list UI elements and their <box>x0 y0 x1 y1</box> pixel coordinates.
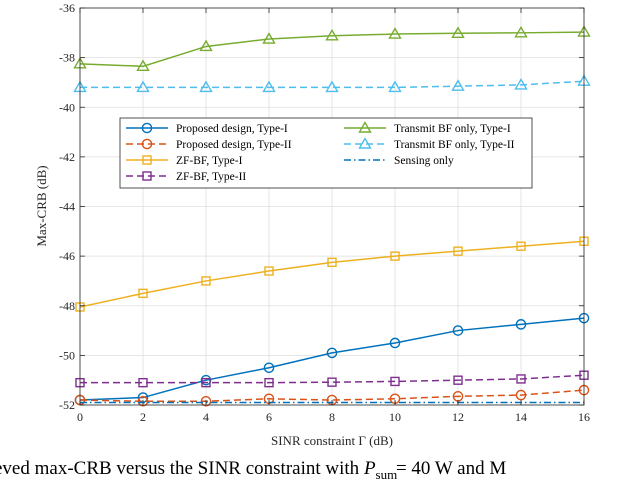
series-3 <box>75 236 589 312</box>
data-point <box>514 25 528 38</box>
legend-entry: Proposed design, Type-II <box>126 138 292 151</box>
data-point <box>262 80 276 93</box>
data-point <box>389 337 401 349</box>
data-point <box>515 389 527 401</box>
data-point <box>201 377 211 388</box>
y-tick-label: -44 <box>59 200 75 214</box>
data-point <box>516 241 526 251</box>
data-point <box>325 80 339 93</box>
data-point <box>262 32 276 44</box>
figure-caption: eved max-CRB versus the SINR constraint … <box>0 458 626 484</box>
data-point <box>199 80 213 93</box>
y-tick-label: -42 <box>59 150 75 164</box>
axis-ticks: 0 2 4 6 8 10 12 14 16 -36 -38 -40 -42 -44 -46 -48 -50 -52 <box>59 1 590 424</box>
caption-math-p: P <box>363 458 376 479</box>
series-line <box>79 389 585 403</box>
max-crb-chart: 0 2 4 6 8 10 12 14 16 -36 -38 -40 -42 -44 -46 -48 -50 -52… <box>34 1 591 448</box>
y-tick-label: -48 <box>59 299 75 313</box>
data-point <box>327 257 337 268</box>
legend-swatch-marker <box>358 137 372 149</box>
legend-box <box>119 117 533 189</box>
data-point <box>515 319 527 330</box>
legend-swatch-marker <box>142 171 152 181</box>
legend-swatch-marker <box>358 121 372 133</box>
legend-label: Sensing only <box>394 155 454 167</box>
legend-label: ZF-BF, Type-II <box>176 171 246 183</box>
data-point <box>451 26 465 39</box>
x-tick-label: 14 <box>515 410 527 424</box>
data-point <box>453 375 463 385</box>
data-point <box>264 266 274 276</box>
x-axis-label: SINR constraint Γ (dB) <box>271 433 393 448</box>
data-point <box>327 377 337 387</box>
data-point <box>390 251 400 261</box>
legend-entry: Transmit BF only, Type-I <box>344 121 511 135</box>
x-tick-label: 6 <box>266 410 272 424</box>
legend: Proposed design, Type-I Proposed design, … <box>119 117 533 189</box>
series-line <box>79 31 585 68</box>
series-line <box>80 80 585 89</box>
data-point <box>326 347 338 359</box>
series-line <box>80 374 585 384</box>
x-tick-label: 4 <box>203 410 209 424</box>
legend-entry: Transmit BF only, Type-II <box>344 137 515 151</box>
data-point <box>514 78 528 90</box>
data-point <box>263 362 275 374</box>
data-point <box>452 325 464 336</box>
series-5 <box>73 25 591 72</box>
data-point <box>200 395 212 407</box>
y-tick-label: -52 <box>59 398 75 412</box>
x-tick-label: 2 <box>140 410 146 424</box>
legend-entry: ZF-BF, Type-I <box>126 155 243 167</box>
x-tick-label: 10 <box>389 410 401 424</box>
data-point <box>516 374 526 384</box>
data-point <box>388 27 402 39</box>
data-point <box>451 79 465 91</box>
data-point <box>201 276 211 286</box>
legend-label: Proposed design, Type-I <box>176 123 288 135</box>
legend-label: Proposed design, Type-II <box>176 139 292 151</box>
data-point <box>138 377 148 388</box>
data-point <box>136 80 150 93</box>
legend-entry: Proposed design, Type-I <box>126 122 288 135</box>
data-point <box>453 246 463 256</box>
data-point <box>137 395 149 407</box>
x-tick-label: 0 <box>77 410 83 424</box>
data-point <box>325 28 339 41</box>
legend-swatch-marker <box>141 138 153 150</box>
y-tick-label: -50 <box>59 348 75 362</box>
caption-subscript: sum <box>375 466 398 482</box>
y-tick-label: -46 <box>59 249 75 263</box>
caption-text: eved max-CRB versus the SINR constraint … <box>0 458 364 479</box>
y-axis-label: Max-CRB (dB) <box>34 165 49 246</box>
y-tick-label: -38 <box>59 51 75 65</box>
legend-label: Transmit BF only, Type-II <box>394 139 515 151</box>
legend-entry: Sensing only <box>344 155 454 167</box>
x-tick-label: 16 <box>578 410 590 424</box>
legend-entry: ZF-BF, Type-II <box>126 171 246 183</box>
data-point <box>199 39 213 52</box>
legend-label: Transmit BF only, Type-I <box>394 123 511 135</box>
data-point <box>264 377 274 388</box>
y-tick-label: -40 <box>59 100 75 114</box>
y-tick-label: -36 <box>59 1 75 15</box>
data-point <box>388 80 402 93</box>
x-tick-label: 12 <box>452 410 464 424</box>
legend-swatch-marker <box>142 155 152 165</box>
data-point <box>390 376 400 387</box>
data-point <box>138 288 148 299</box>
series-line <box>79 240 585 308</box>
x-tick-label: 8 <box>329 410 335 424</box>
legend-label: ZF-BF, Type-I <box>176 155 243 167</box>
series-line <box>79 317 585 401</box>
data-point <box>136 59 150 72</box>
caption-tail: = 40 W and M <box>391 458 507 479</box>
legend-swatch-marker <box>141 122 153 134</box>
